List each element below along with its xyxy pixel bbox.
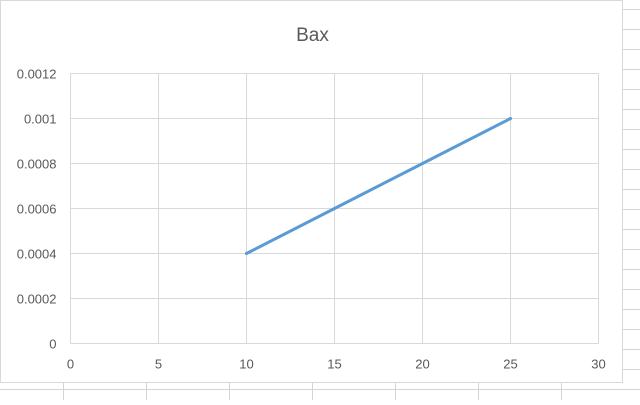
y-tick-label: 0.0006 [17,202,57,217]
y-tick-label: 0.0008 [17,157,57,172]
data-point[interactable] [421,162,424,165]
x-tick-label: 30 [591,357,605,372]
data-point[interactable] [245,252,248,255]
data-point[interactable] [333,207,336,210]
plot-area[interactable]: 0 5 10 15 20 25 30 0 0.0002 0.0004 0.0006 0.0008 0.0… [1,1,624,384]
y-tick-label: 0.0002 [17,292,57,307]
x-tick-label: 15 [327,357,341,372]
chart-area[interactable]: Bax 0 5 10 15 20 25 30 0 0.0002 0.0004 0.0006 0.000… [0,0,623,383]
x-tick-label: 0 [67,357,74,372]
x-tick-label: 5 [155,357,162,372]
chart-title[interactable]: Bax [296,25,329,46]
y-tick-label: 0.0004 [17,247,57,262]
series-line[interactable] [245,117,512,255]
y-tick-label: 0.0012 [17,67,57,82]
x-tick-label: 10 [239,357,253,372]
x-tick-label: 25 [503,357,517,372]
y-tick-label: 0.001 [24,112,57,127]
data-point[interactable] [509,117,512,120]
y-tick-label: 0 [49,337,56,352]
x-tick-label: 20 [415,357,429,372]
